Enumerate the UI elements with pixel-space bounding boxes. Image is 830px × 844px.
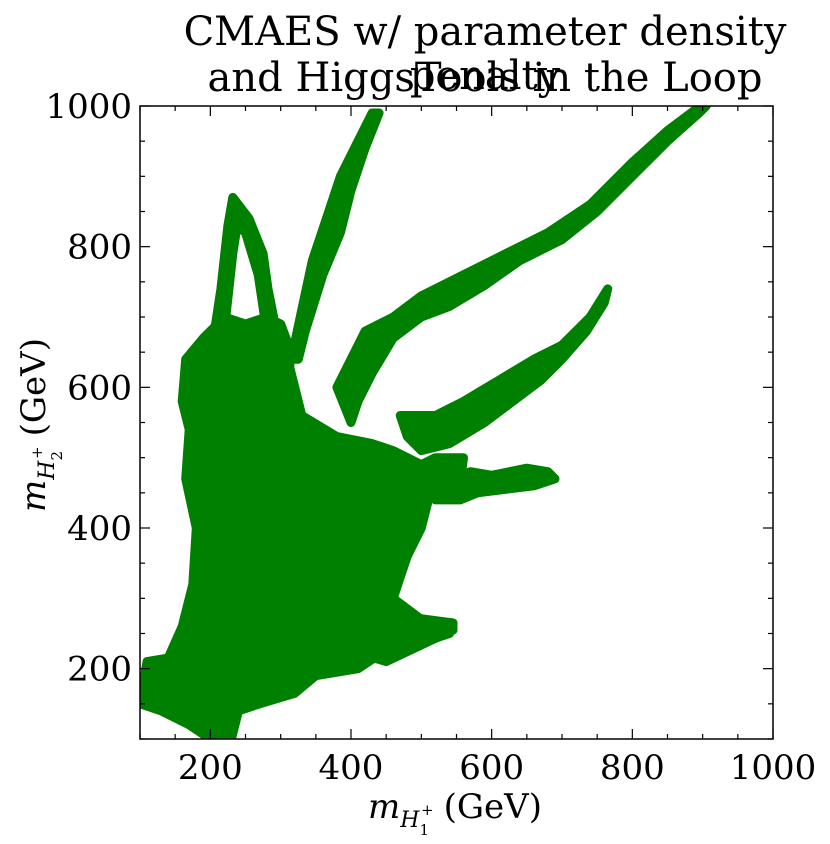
x-tick-label: 1000 (730, 748, 817, 788)
x-tick-label: 800 (600, 748, 665, 788)
x-tick-label: 200 (178, 748, 243, 788)
y-tick-label: 1000 (45, 87, 132, 127)
y-axis-label: mH2+(GeV) (14, 338, 66, 512)
x-tick-label: 600 (459, 748, 524, 788)
scatter-region-mid-branch (395, 284, 613, 456)
scatter-region-lower-extension (276, 597, 458, 667)
scatter-region-long-branch (332, 106, 711, 427)
chart-title-line2: and HiggsTools in the Loop (207, 55, 763, 101)
x-tick-label: 400 (319, 748, 384, 788)
scatter-region-core (140, 312, 468, 739)
scatter-region-small-lobe (420, 463, 560, 505)
axis-ticks: 200 400 600 800 1000 200 400 600 800 1000 (45, 87, 816, 788)
scatter-points (140, 106, 711, 739)
y-tick-label: 800 (67, 228, 132, 268)
y-tick-label: 400 (67, 509, 132, 549)
scatter-region-loop-right (258, 312, 296, 420)
y-tick-label: 600 (67, 368, 132, 408)
y-tick-label: 200 (67, 650, 132, 690)
scatter-region-tall-branch (286, 108, 384, 364)
chart-title-line1: CMAES w/ parameter density penalty (183, 9, 787, 99)
x-axis-label: mH1+ (GeV) (368, 787, 542, 839)
